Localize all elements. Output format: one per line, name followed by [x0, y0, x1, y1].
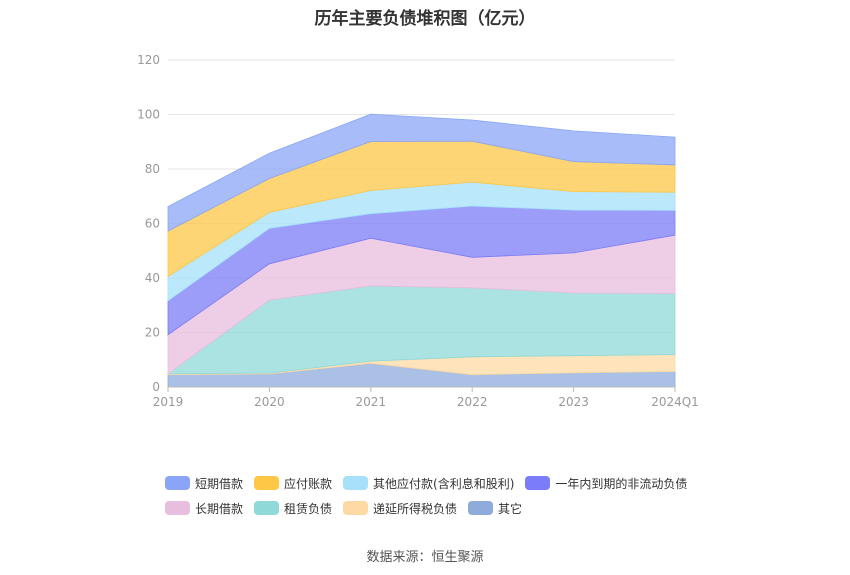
- legend-item[interactable]: 应付账款: [254, 475, 332, 492]
- legend-label: 递延所得税负债: [373, 501, 458, 516]
- legend-item[interactable]: 租赁负债: [254, 500, 332, 517]
- area-series: [166, 113, 676, 388]
- legend: 短期借款 应付账款 其他应付款(含利息和股利) 一年内到期的非流动负债 长期借款 租赁负…: [165, 472, 725, 522]
- legend-swatch: [165, 476, 190, 490]
- legend-label: 租赁负债: [284, 501, 333, 516]
- x-tick-label: 2022: [457, 395, 488, 409]
- axes: 0 20 40 60 80 100 120 2019 2020 2021 2022 2023 2024Q…: [137, 53, 699, 409]
- y-tick-label: 100: [137, 108, 160, 122]
- legend-label: 长期借款: [195, 501, 244, 516]
- legend-item[interactable]: 一年内到期的非流动负债: [525, 475, 687, 492]
- legend-swatch: [165, 501, 190, 515]
- legend-item[interactable]: 长期借款: [165, 500, 243, 517]
- legend-row: 长期借款 租赁负债 递延所得税负债 其它: [165, 497, 725, 519]
- x-tick-label: 2024Q1: [651, 395, 699, 409]
- x-tick-label: 2021: [356, 395, 387, 409]
- legend-label: 短期借款: [195, 476, 244, 491]
- legend-item[interactable]: 递延所得税负债: [343, 500, 457, 517]
- chart-title: 历年主要负债堆积图（亿元）: [314, 9, 536, 29]
- legend-swatch: [254, 476, 280, 490]
- legend-row: 短期借款 应付账款 其他应付款(含利息和股利) 一年内到期的非流动负债: [165, 472, 725, 494]
- legend-item[interactable]: 其它: [468, 500, 522, 517]
- legend-label: 一年内到期的非流动负债: [555, 476, 688, 491]
- y-tick-label: 40: [145, 271, 160, 285]
- area-series-7[interactable]: [167, 113, 676, 232]
- legend-label: 其它: [498, 501, 523, 516]
- source-note: 数据来源：恒生聚源: [366, 550, 484, 565]
- legend-item[interactable]: 其他应付款(含利息和股利): [343, 475, 514, 492]
- x-tick-label: 2019: [153, 395, 184, 409]
- x-tick-label: 2020: [254, 395, 285, 409]
- legend-label: 其他应付款(含利息和股利): [373, 476, 515, 491]
- y-tick-label: 120: [137, 53, 160, 67]
- y-tick-label: 60: [145, 217, 160, 231]
- legend-swatch: [343, 476, 369, 490]
- legend-swatch: [254, 501, 280, 515]
- y-tick-label: 0: [152, 380, 160, 394]
- y-tick-label: 80: [145, 162, 160, 176]
- y-tick-label: 20: [145, 326, 160, 340]
- legend-swatch: [343, 501, 369, 515]
- legend-item[interactable]: 短期借款: [165, 475, 243, 492]
- legend-swatch: [468, 501, 494, 515]
- legend-swatch: [525, 476, 551, 490]
- x-tick-label: 2023: [558, 395, 589, 409]
- legend-label: 应付账款: [284, 476, 333, 491]
